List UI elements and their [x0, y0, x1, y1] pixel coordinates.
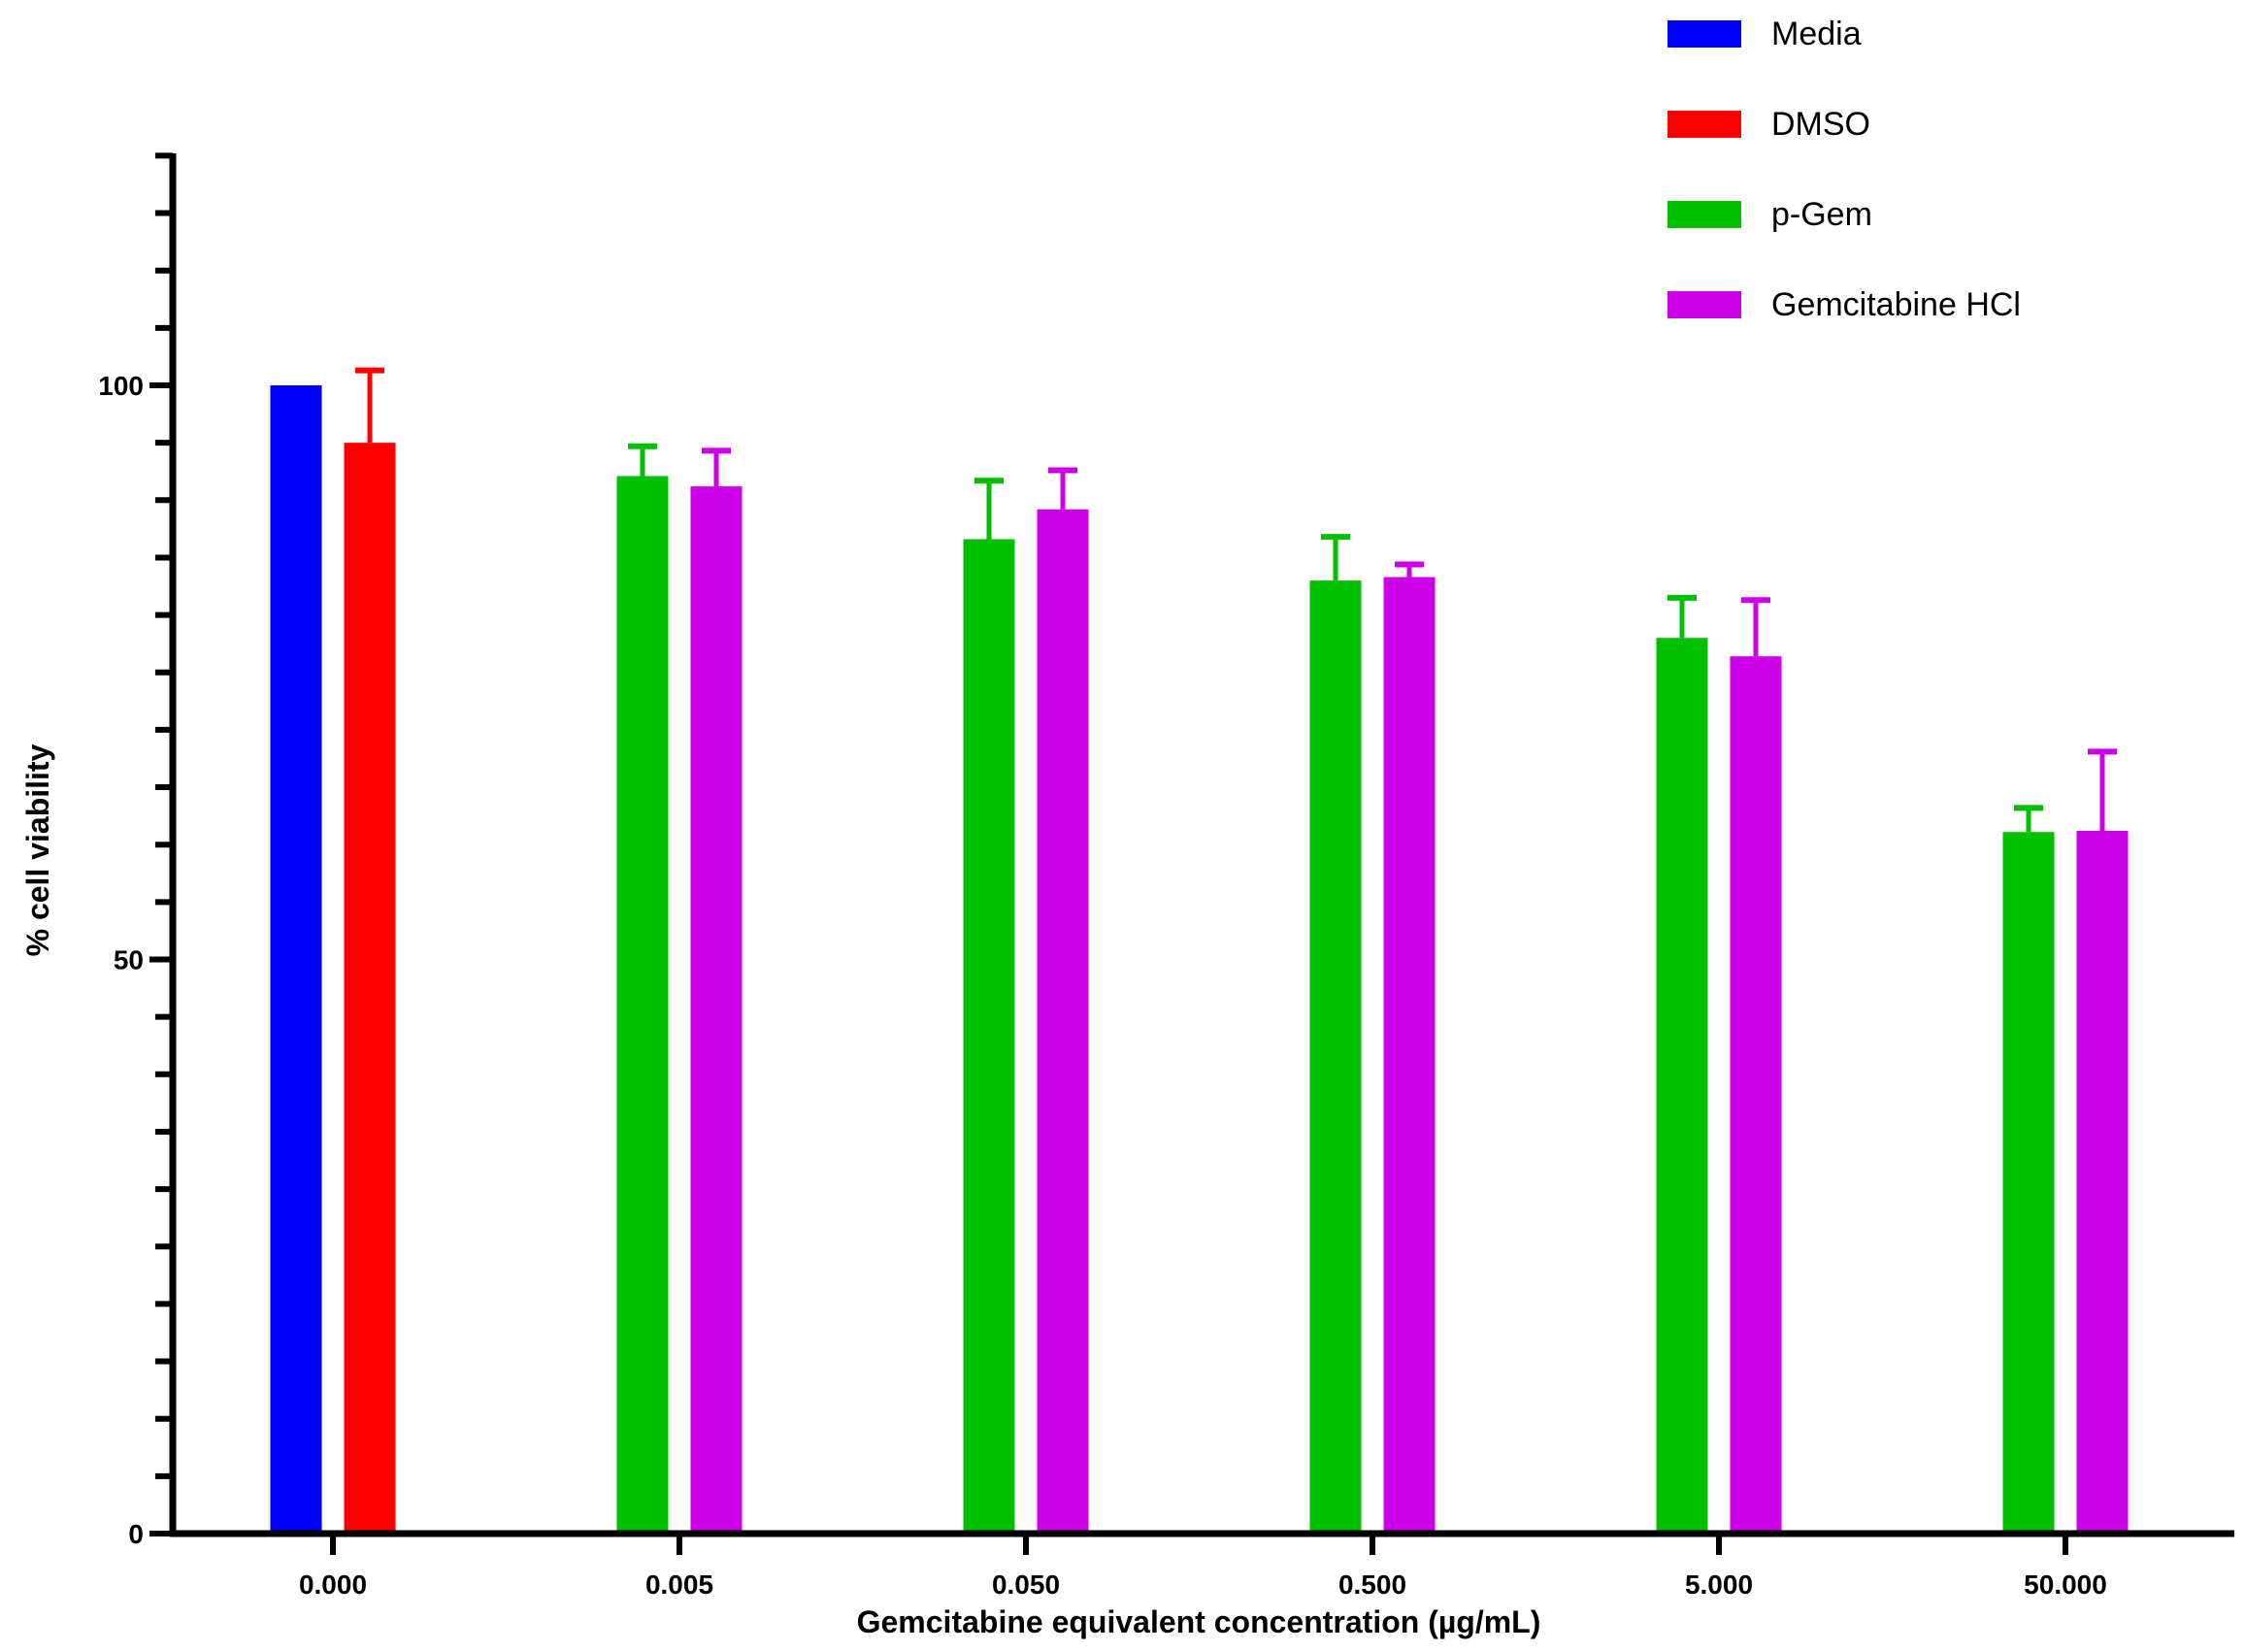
bar-gemcitabine-hcl	[1730, 656, 1782, 1534]
x-ticks-group: 0.000 0.005 0.050 0.500 5.000 50.000	[299, 1534, 2107, 1600]
axes-group: 0 50 100 0.000 0.005 0.050 0.500 5.000 50.000	[98, 152, 2234, 1600]
bar-gemcitabine-hcl	[2076, 831, 2129, 1534]
x-axis-title: Gemcitabine equivalent concentration (µg…	[857, 1604, 1541, 1639]
bar-p-gem	[2002, 832, 2055, 1534]
bar-gemcitabine-hcl	[690, 486, 743, 1534]
legend-swatch	[1667, 111, 1741, 138]
x-tick-label: 0.050	[992, 1569, 1060, 1600]
bar-p-gem	[616, 476, 669, 1534]
bar-p-gem	[1656, 638, 1708, 1534]
x-tick-label: 5.000	[1685, 1569, 1753, 1600]
bar-p-gem	[963, 539, 1015, 1534]
legend: Media DMSO p-Gem Gemcitabine HCl	[1667, 16, 2021, 323]
y-tick-label: 50	[114, 945, 144, 975]
legend-label: p-Gem	[1771, 196, 1872, 233]
bars-group	[270, 385, 2129, 1535]
error-bars-group	[355, 367, 2117, 833]
bar-gemcitabine-hcl	[1037, 509, 1089, 1535]
bar-gemcitabine-hcl	[1383, 577, 1436, 1534]
y-tick-label: 0	[128, 1519, 144, 1549]
bar-p-gem	[1309, 580, 1362, 1534]
legend-swatch	[1667, 20, 1741, 48]
legend-label: Gemcitabine HCl	[1771, 286, 2021, 323]
legend-label: DMSO	[1771, 106, 1870, 143]
legend-swatch	[1667, 201, 1741, 228]
x-tick-label: 0.500	[1338, 1569, 1406, 1600]
legend-swatch	[1667, 291, 1741, 318]
y-axis-title: % cell viability	[20, 743, 55, 956]
bar-dmso	[344, 443, 396, 1534]
y-tick-label: 100	[98, 371, 144, 401]
x-tick-label: 0.005	[645, 1569, 713, 1600]
y-ticks-group: 0 50 100	[98, 152, 173, 1549]
x-tick-label: 0.000	[299, 1569, 367, 1600]
bar-media	[270, 385, 322, 1534]
legend-label: Media	[1771, 16, 1862, 52]
x-tick-label: 50.000	[2024, 1569, 2107, 1600]
